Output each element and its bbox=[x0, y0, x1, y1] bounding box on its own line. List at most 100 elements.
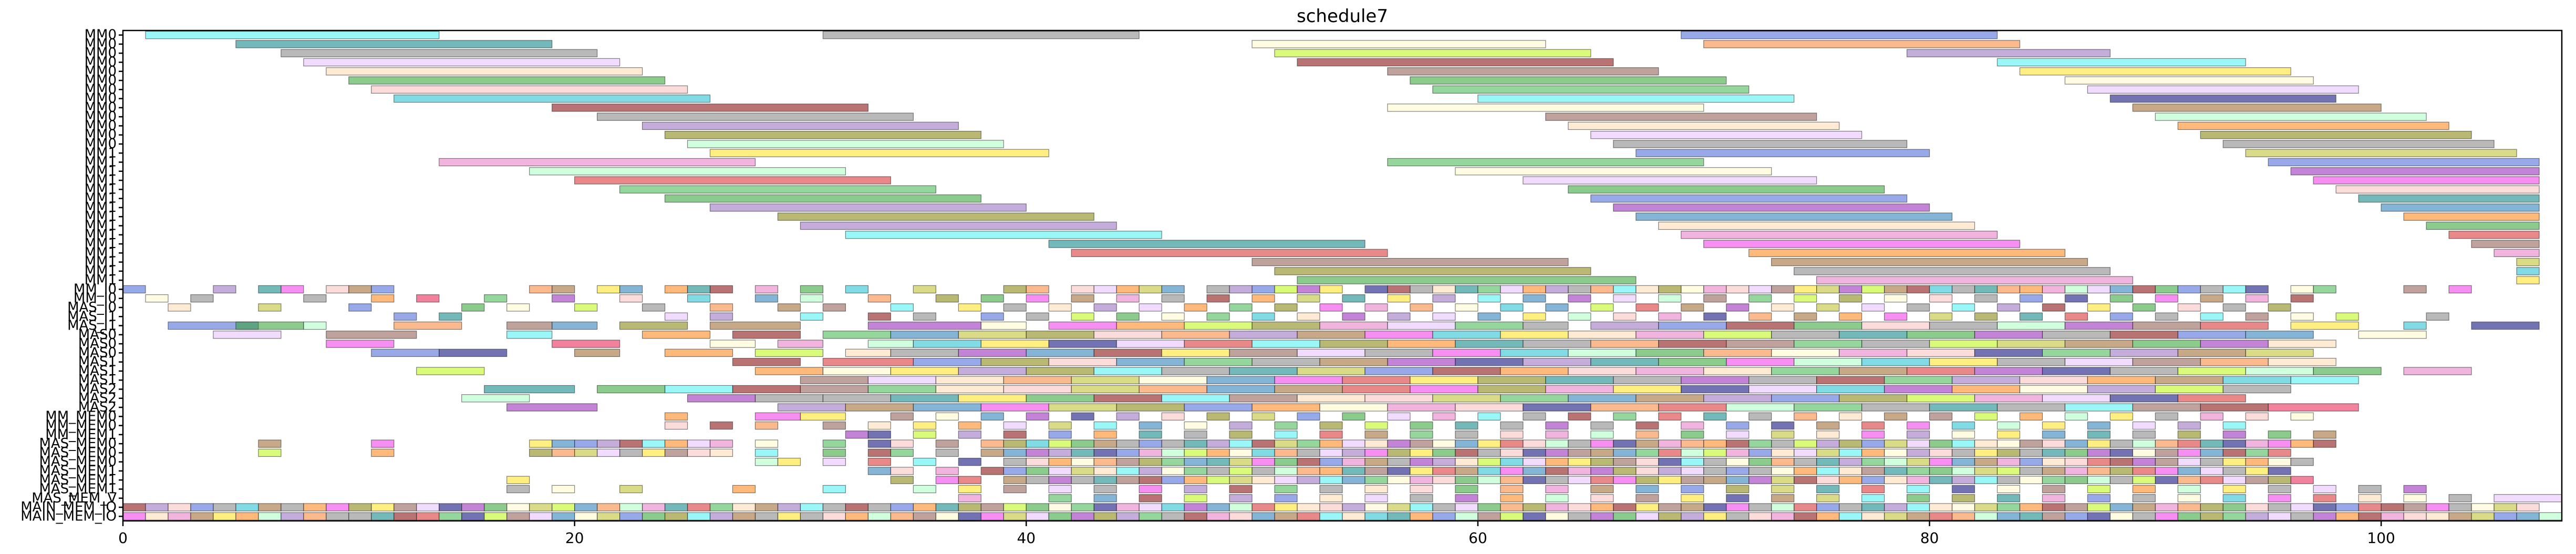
task-bar bbox=[1116, 467, 1140, 475]
task-bar bbox=[1071, 249, 1388, 257]
task-bar bbox=[1116, 458, 1140, 466]
task-bar bbox=[1523, 512, 1546, 521]
task-bar bbox=[845, 503, 868, 511]
task-bar bbox=[303, 58, 620, 67]
task-bar bbox=[2200, 503, 2223, 511]
task-bar bbox=[1184, 494, 1207, 502]
task-bar bbox=[2200, 357, 2269, 366]
task-bar bbox=[2087, 285, 2111, 294]
task-bar bbox=[2471, 503, 2495, 511]
task-bar bbox=[1297, 367, 1365, 375]
task-bar bbox=[822, 357, 914, 366]
task-bar bbox=[1274, 512, 1298, 521]
task-bar bbox=[1884, 448, 1908, 457]
task-bar bbox=[2245, 439, 2269, 448]
task-bar bbox=[506, 503, 530, 511]
task-bar bbox=[1974, 312, 1998, 321]
task-bar bbox=[1116, 403, 1185, 412]
task-bar bbox=[1319, 403, 1388, 412]
task-bar bbox=[709, 285, 733, 294]
task-bar bbox=[1387, 321, 1456, 330]
task-bar bbox=[1590, 448, 1614, 457]
task-bar bbox=[416, 503, 440, 511]
task-bar bbox=[1455, 167, 1772, 176]
task-bar bbox=[1590, 321, 1659, 330]
task-bar bbox=[461, 503, 485, 511]
task-bar bbox=[1161, 503, 1185, 511]
task-bar bbox=[1771, 258, 2088, 266]
task-bar bbox=[2290, 476, 2314, 484]
task-bar bbox=[2109, 412, 2133, 420]
task-bar bbox=[800, 376, 868, 384]
task-bar bbox=[1387, 403, 1456, 412]
task-bar bbox=[1929, 285, 1953, 294]
y-tick-label: MM0 bbox=[85, 81, 117, 97]
task-bar bbox=[1884, 312, 1908, 321]
task-bar bbox=[1319, 285, 1343, 294]
task-bar bbox=[1545, 494, 1569, 502]
task-bar bbox=[1838, 503, 1863, 511]
task-bar bbox=[709, 448, 733, 457]
task-bar bbox=[1116, 448, 1140, 457]
task-bar bbox=[1749, 385, 1817, 394]
task-bar bbox=[1816, 385, 1885, 394]
task-bar bbox=[1771, 503, 1795, 511]
task-bar bbox=[2177, 448, 2201, 457]
task-bar bbox=[2516, 503, 2540, 511]
task-bar bbox=[1636, 467, 1659, 475]
task-bar bbox=[2064, 448, 2088, 457]
task-bar bbox=[1432, 439, 1456, 448]
task-bar bbox=[1229, 430, 1253, 439]
task-bar bbox=[1838, 412, 1863, 420]
task-bar bbox=[1251, 512, 1275, 521]
task-bar bbox=[2019, 503, 2043, 511]
task-bar bbox=[1568, 331, 1637, 339]
task-bar bbox=[145, 512, 169, 521]
task-bar bbox=[1093, 494, 1117, 502]
task-bar bbox=[2177, 121, 2449, 130]
task-bar bbox=[822, 421, 846, 430]
task-bar bbox=[1161, 412, 1185, 420]
y-tick-label: MM0 bbox=[85, 73, 117, 88]
task-bar bbox=[754, 448, 779, 457]
task-bar bbox=[1636, 367, 1704, 375]
task-bar bbox=[1251, 40, 1546, 48]
task-bar bbox=[1229, 285, 1253, 294]
task-bar bbox=[980, 448, 1004, 457]
task-bar bbox=[800, 312, 824, 321]
task-bar bbox=[2335, 503, 2359, 511]
task-bar bbox=[1319, 503, 1343, 511]
task-bar bbox=[913, 312, 936, 321]
task-bar bbox=[2245, 467, 2269, 475]
task-bar bbox=[1184, 357, 1253, 366]
task-bar bbox=[2064, 294, 2088, 303]
task-bar bbox=[1048, 430, 1072, 439]
task-bar bbox=[1636, 421, 1659, 430]
task-bar bbox=[1251, 503, 1275, 511]
task-bar bbox=[1297, 348, 1365, 357]
y-tick-label: MM1 bbox=[85, 191, 117, 207]
task-bar bbox=[2335, 512, 2359, 521]
task-bar bbox=[1771, 394, 1840, 403]
task-bar bbox=[1681, 303, 1704, 312]
task-bar bbox=[1297, 294, 1320, 303]
task-bar bbox=[348, 503, 372, 511]
task-bar bbox=[1364, 285, 1388, 294]
task-bar bbox=[1229, 303, 1253, 312]
task-bar bbox=[1996, 357, 2066, 366]
x-tick-label: 80 bbox=[1920, 529, 1939, 547]
task-bar bbox=[1590, 439, 1614, 448]
task-bar bbox=[890, 476, 914, 484]
task-bar bbox=[1410, 76, 1727, 85]
task-bars bbox=[122, 30, 2562, 521]
task-bar bbox=[1523, 321, 1569, 330]
task-bar bbox=[2358, 512, 2382, 521]
task-bar bbox=[1929, 403, 1998, 412]
task-bar bbox=[552, 448, 575, 457]
task-bar bbox=[2200, 476, 2223, 484]
task-bar bbox=[1003, 458, 1027, 466]
task-bar bbox=[2200, 412, 2223, 420]
task-bar bbox=[2155, 376, 2223, 384]
task-bar bbox=[597, 448, 620, 457]
